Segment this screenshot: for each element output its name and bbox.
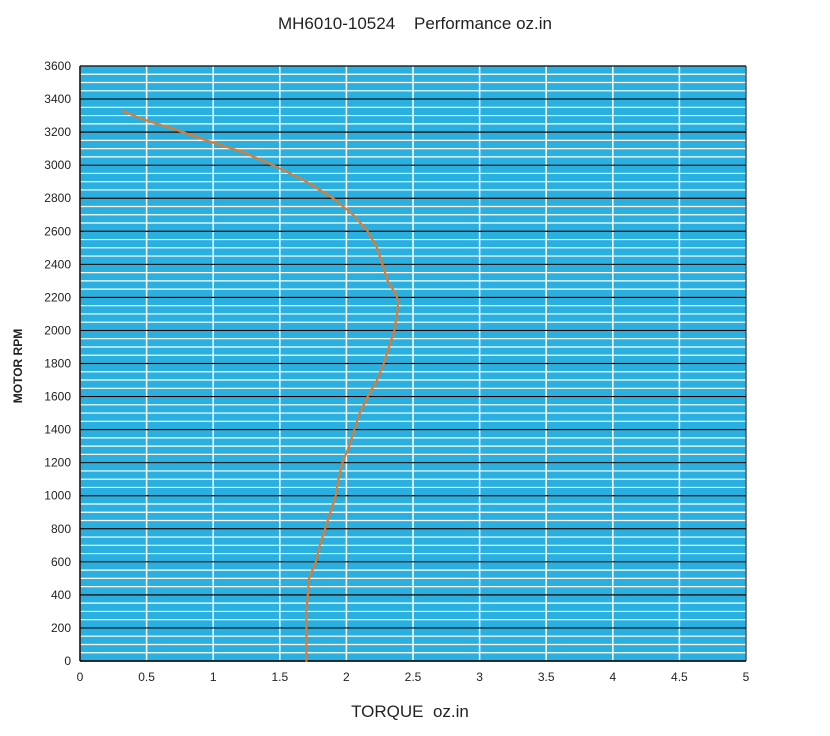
y-tick-label: 3400 xyxy=(44,92,71,106)
y-tick-label: 1600 xyxy=(44,390,71,404)
y-tick-label: 2600 xyxy=(44,224,71,238)
y-tick-label: 0 xyxy=(64,654,71,668)
y-tick-label: 2200 xyxy=(44,290,71,304)
y-tick-label: 2400 xyxy=(44,257,71,271)
y-tick-label: 1200 xyxy=(44,456,71,470)
x-tick-label: 4.5 xyxy=(671,670,688,684)
x-tick-label: 0.5 xyxy=(138,670,155,684)
y-tick-label: 2000 xyxy=(44,323,71,337)
x-tick-label: 1.5 xyxy=(271,670,288,684)
x-tick-labels: 0 0.5 1 1.5 2 2.5 3 3.5 4 4.5 5 xyxy=(77,670,750,684)
x-axis-label: TORQUE oz.in xyxy=(351,702,469,721)
x-tick-label: 2 xyxy=(343,670,350,684)
y-tick-label: 1400 xyxy=(44,423,71,437)
x-tick-label: 4 xyxy=(609,670,616,684)
y-tick-label: 3000 xyxy=(44,158,71,172)
chart-title: MH6010-10524 Performance oz.in xyxy=(277,14,553,33)
y-tick-label: 2800 xyxy=(44,191,71,205)
x-tick-label: 3.5 xyxy=(538,670,555,684)
x-tick-label: 2.5 xyxy=(405,670,422,684)
y-tick-labels: 0 200 400 600 800 1000 1200 1400 1600 1800 2000 220… xyxy=(44,59,71,668)
y-tick-label: 600 xyxy=(51,555,71,569)
y-tick-label: 3600 xyxy=(44,59,71,73)
y-tick-label: 800 xyxy=(51,522,71,536)
y-tick-label: 200 xyxy=(51,621,71,635)
y-tick-label: 400 xyxy=(51,588,71,602)
x-tick-label: 0 xyxy=(77,670,84,684)
y-tick-label: 3200 xyxy=(44,125,71,139)
x-tick-label: 5 xyxy=(743,670,750,684)
y-tick-label: 1800 xyxy=(44,357,71,371)
major-gridlines xyxy=(79,65,747,662)
series-line-0 xyxy=(121,109,400,663)
series-layer xyxy=(121,109,400,663)
x-tick-label: 1 xyxy=(210,670,217,684)
x-tick-label: 3 xyxy=(476,670,483,684)
y-tick-label: 1000 xyxy=(44,489,71,503)
